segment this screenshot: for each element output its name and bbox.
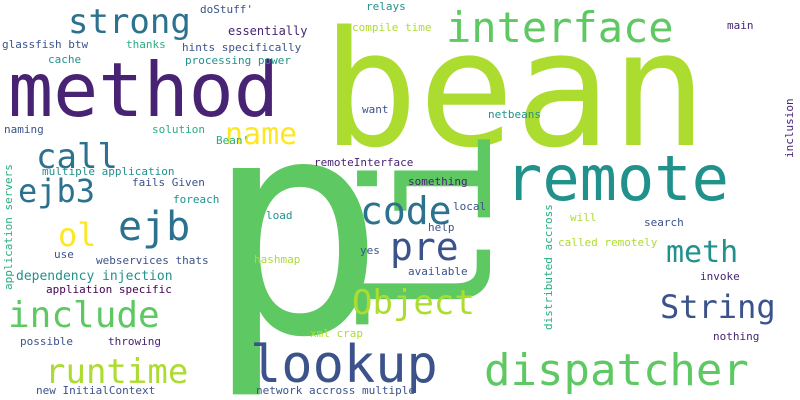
word-remote: remote xyxy=(505,142,729,215)
word-ejb3: ejb3 xyxy=(18,172,95,210)
word-new-initialcontext: new InitialContext xyxy=(36,384,155,397)
word-foreach: foreach xyxy=(173,193,219,206)
word-ejb: ejb xyxy=(118,204,190,250)
word-name: name xyxy=(225,117,297,152)
word-method: method xyxy=(8,46,279,134)
word-bean: bean xyxy=(322,0,707,183)
word-cache: cache xyxy=(48,53,81,66)
word-something: something xyxy=(408,175,468,188)
word-hints-specifically: hints specifically xyxy=(182,41,302,54)
word-ol: ol xyxy=(58,216,97,254)
word-throwing: throwing xyxy=(108,335,161,348)
word-webservices-thats: webservices thats xyxy=(96,254,209,267)
word-string: String xyxy=(660,288,776,326)
word-invoke: invoke xyxy=(700,270,740,283)
word-object: Object xyxy=(352,283,475,323)
word-essentially: essentially xyxy=(228,24,307,38)
word-yes: yes xyxy=(360,244,380,257)
word-solution: solution xyxy=(152,123,205,136)
word-dispatcher: dispatcher xyxy=(484,345,749,396)
word-bean: Bean' xyxy=(216,134,249,147)
word-lookup: lookup xyxy=(250,335,438,395)
word-naming: naming xyxy=(4,123,44,136)
word-inclusion: inclusion xyxy=(783,98,796,158)
word-search: search xyxy=(644,216,684,229)
word-li: li xyxy=(329,127,532,338)
word-multiple-application: multiple application xyxy=(42,165,174,178)
word-p: p xyxy=(205,54,386,400)
word-dostuff: doStuff' xyxy=(200,3,253,16)
word-pre: pre xyxy=(390,225,459,269)
word-dependency-injection: dependency injection xyxy=(16,269,173,284)
word-available: available xyxy=(408,265,468,278)
word-relays: relays xyxy=(366,0,406,13)
word-network-accross-multiple: network accross multiple xyxy=(256,384,415,397)
word-hashmap: hashmap xyxy=(254,253,300,266)
word-appliation-specific: appliation specific xyxy=(46,283,172,296)
word-compile-time: compile time xyxy=(352,21,431,34)
word-strong: strong xyxy=(68,2,191,42)
word-xml-crap: xml crap xyxy=(310,327,363,340)
word-use: use xyxy=(54,248,74,261)
word-code: code xyxy=(360,189,452,233)
word-want: want xyxy=(362,103,389,116)
word-glassfish-btw: glassfish btw xyxy=(2,38,88,51)
word-local: local xyxy=(453,200,486,213)
word-call: call xyxy=(36,137,118,177)
word-processing-power: processing power xyxy=(185,54,291,67)
word-runtime: runtime xyxy=(45,352,188,392)
word-called-remotely: called remotely xyxy=(558,236,658,249)
word-distributed-accross: distributed accross xyxy=(542,204,555,330)
word-help: help xyxy=(428,221,455,234)
word-fails-given: fails Given xyxy=(132,176,205,189)
word-main: main xyxy=(727,19,754,32)
word-remoteinterface: remoteInterface xyxy=(314,156,413,169)
word-nothing: nothing xyxy=(713,330,759,343)
word-meth: meth xyxy=(666,235,738,270)
word-load: load xyxy=(266,209,293,222)
word-include: include xyxy=(8,295,160,336)
word-will: will xyxy=(570,211,597,224)
word-possible: possible xyxy=(20,335,73,348)
word-interface: interface xyxy=(446,3,674,52)
word-thanks: thanks xyxy=(126,38,166,51)
word-netbeans: netbeans xyxy=(488,108,541,121)
word-application-servers: application servers xyxy=(2,164,15,290)
